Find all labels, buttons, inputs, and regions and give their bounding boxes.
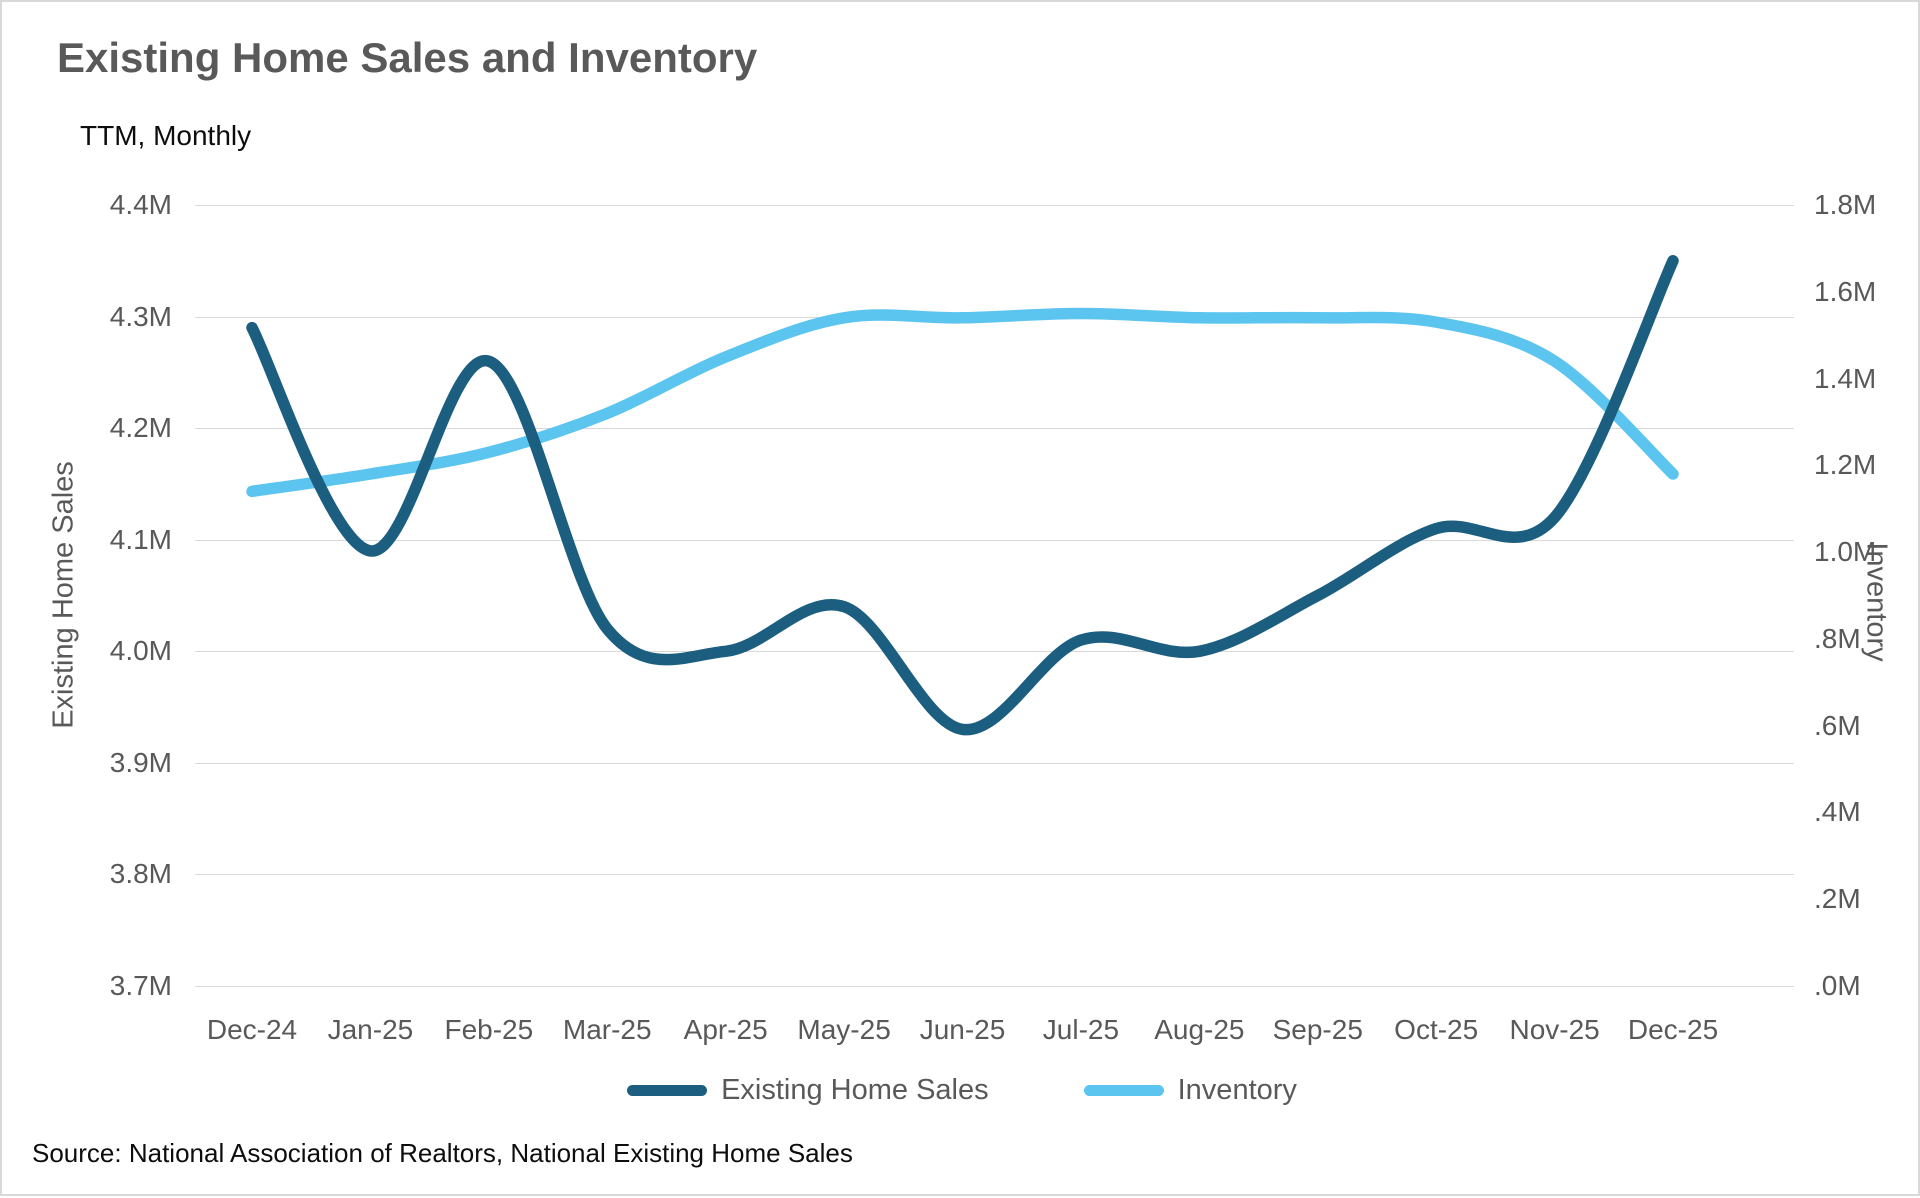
legend: Existing Home Sales Inventory	[2, 1074, 1920, 1107]
gridline	[195, 762, 1794, 764]
left-axis-tick-label: 4.3M	[109, 300, 172, 332]
inventory-line	[246, 307, 1679, 498]
x-axis-tick-label: Feb-25	[444, 1014, 534, 1045]
x-axis-tick-label: Dec-25	[1627, 1014, 1719, 1045]
source-note: Source: National Association of Realtors…	[32, 1138, 853, 1168]
left-axis-tick-label: 4.2M	[109, 412, 172, 444]
x-axis-tick-label: Mar-25	[562, 1014, 652, 1045]
x-axis-tick-label: May-25	[797, 1014, 891, 1045]
right-axis-tick-label: 1.4M	[1814, 362, 1877, 394]
right-axis-tick-label: .0M	[1814, 970, 1861, 1001]
legend-swatch	[1083, 1085, 1164, 1096]
right-axis-tick-label: 1.0M	[1814, 536, 1877, 568]
chart-title: Existing Home Sales and Inventory	[57, 34, 758, 81]
left-axis-tick-label: 4.1M	[109, 523, 172, 555]
x-axis-tick-label: Jan-25	[327, 1014, 414, 1045]
x-axis-tick-label: Oct-25	[1394, 1014, 1479, 1045]
existing-home-sales-line	[246, 255, 1679, 736]
legend-swatch	[627, 1085, 708, 1096]
left-axis-tick-label: 3.9M	[109, 746, 172, 778]
gridline	[195, 539, 1794, 541]
legend-item: Existing Home Sales	[627, 1074, 989, 1107]
right-axis-tick-label: .2M	[1814, 883, 1861, 915]
x-axis-tick-label: Jul-25	[1042, 1014, 1120, 1045]
x-axis-tick-label: Jun-25	[919, 1014, 1006, 1045]
x-axis-tick-label: Nov-25	[1509, 1014, 1600, 1045]
right-axis-tick-label: .8M	[1814, 622, 1861, 654]
x-axis-tick-label: Dec-24	[206, 1014, 298, 1045]
legend-label: Inventory	[1177, 1074, 1297, 1106]
legend-item: Inventory	[1083, 1074, 1297, 1107]
right-axis-tick-label: 1.8M	[1814, 189, 1877, 220]
gridline	[195, 205, 1794, 206]
left-axis-tick-label: 4.4M	[109, 189, 172, 220]
x-axis-tick-label: Apr-25	[683, 1014, 768, 1045]
left-axis-tick-label: 3.8M	[109, 858, 172, 890]
left-axis-tick-label: 4.0M	[109, 635, 172, 667]
right-axis-tick-label: 1.2M	[1814, 449, 1877, 481]
right-axis-tick-label: 1.6M	[1814, 275, 1877, 307]
right-axis-tick-label: .6M	[1814, 709, 1861, 741]
left-axis-tick-label: 3.7M	[109, 970, 172, 1001]
right-axis-tick-label: .4M	[1814, 796, 1861, 828]
gridline	[195, 986, 1794, 987]
gridline	[195, 874, 1794, 876]
gridline	[195, 651, 1794, 653]
x-axis-tick-label: Aug-25	[1154, 1014, 1245, 1045]
x-axis-tick-label: Sep-25	[1272, 1014, 1363, 1045]
gridline	[195, 428, 1794, 430]
chart-subtitle: TTM, Monthly	[80, 120, 252, 151]
legend-label: Existing Home Sales	[721, 1074, 989, 1106]
